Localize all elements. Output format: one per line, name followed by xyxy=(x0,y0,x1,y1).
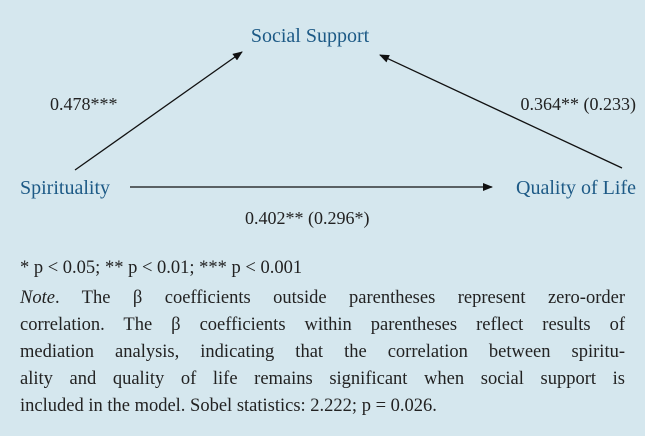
note-line: ality and quality of life remains signif… xyxy=(20,369,625,389)
arrow xyxy=(379,54,623,169)
note-line: mediation analysis, indicating that the … xyxy=(20,342,625,362)
node-label: Spirituality xyxy=(20,177,110,199)
edge-label: 0.402** (0.296*) xyxy=(245,208,370,229)
arrow xyxy=(74,51,243,171)
node-label: Social Support xyxy=(251,25,370,47)
note-line: Note. The β coefficients outside parenth… xyxy=(20,285,625,312)
note-text: . The β coefficients outside parentheses… xyxy=(54,288,625,308)
note-lead: Note xyxy=(20,288,55,308)
edge-label: 0.478*** xyxy=(50,94,118,114)
legend: * p < 0.05; ** p < 0.01; *** p < 0.001 xyxy=(20,258,303,278)
note-line: included in the model. Sobel statistics:… xyxy=(20,396,437,416)
node-label: Quality of Life xyxy=(516,177,636,199)
note-line: correlation. The β coefficients within p… xyxy=(20,315,625,335)
edge-label: 0.364** (0.233) xyxy=(521,94,637,115)
